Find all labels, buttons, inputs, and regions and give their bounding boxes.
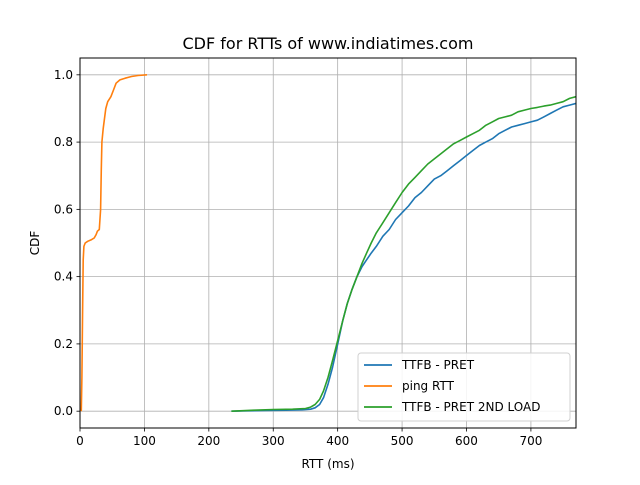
series-lines [80, 74, 576, 412]
x-tick-label: 300 [262, 434, 285, 448]
x-tick-label: 0 [76, 434, 84, 448]
chart-title: CDF for RTTs of www.indiatimes.com [183, 34, 474, 53]
series-line-ttfb-pret-2nd-load [231, 95, 576, 412]
x-tick-label: 600 [455, 434, 478, 448]
x-tick-label: 100 [133, 434, 156, 448]
y-tick-label: 0.8 [54, 135, 73, 149]
legend-label: TTFB - PRET [401, 358, 475, 372]
legend-label: TTFB - PRET 2ND LOAD [401, 400, 540, 414]
plot-area-frame [79, 57, 577, 429]
series-line-ping-rtt [80, 74, 148, 412]
y-tick-label: 0.2 [54, 337, 73, 351]
x-tick-label: 400 [326, 434, 349, 448]
y-tick-label: 1.0 [54, 68, 73, 82]
x-axis-label: RTT (ms) [301, 457, 354, 471]
series-line-ttfb-pret [231, 102, 576, 412]
y-axis-label: CDF [28, 231, 42, 256]
legend: TTFB - PRET ping RTT TTFB - PRET 2ND LOAD [357, 352, 571, 422]
y-tick-label: 0.6 [54, 202, 73, 216]
legend-box [357, 352, 571, 422]
y-tick-label: 0.0 [54, 404, 73, 418]
y-tick-label: 0.4 [54, 270, 73, 284]
grid-lines [79, 58, 576, 428]
x-tick-label: 500 [391, 434, 414, 448]
axis-ticks: 0 100 200 300 400 500 600 700 0.0 0.2 0.4 0.6 0.8 1.0 [54, 68, 542, 448]
x-tick-label: 700 [519, 434, 542, 448]
legend-label: ping RTT [402, 379, 455, 393]
x-tick-label: 200 [197, 434, 220, 448]
